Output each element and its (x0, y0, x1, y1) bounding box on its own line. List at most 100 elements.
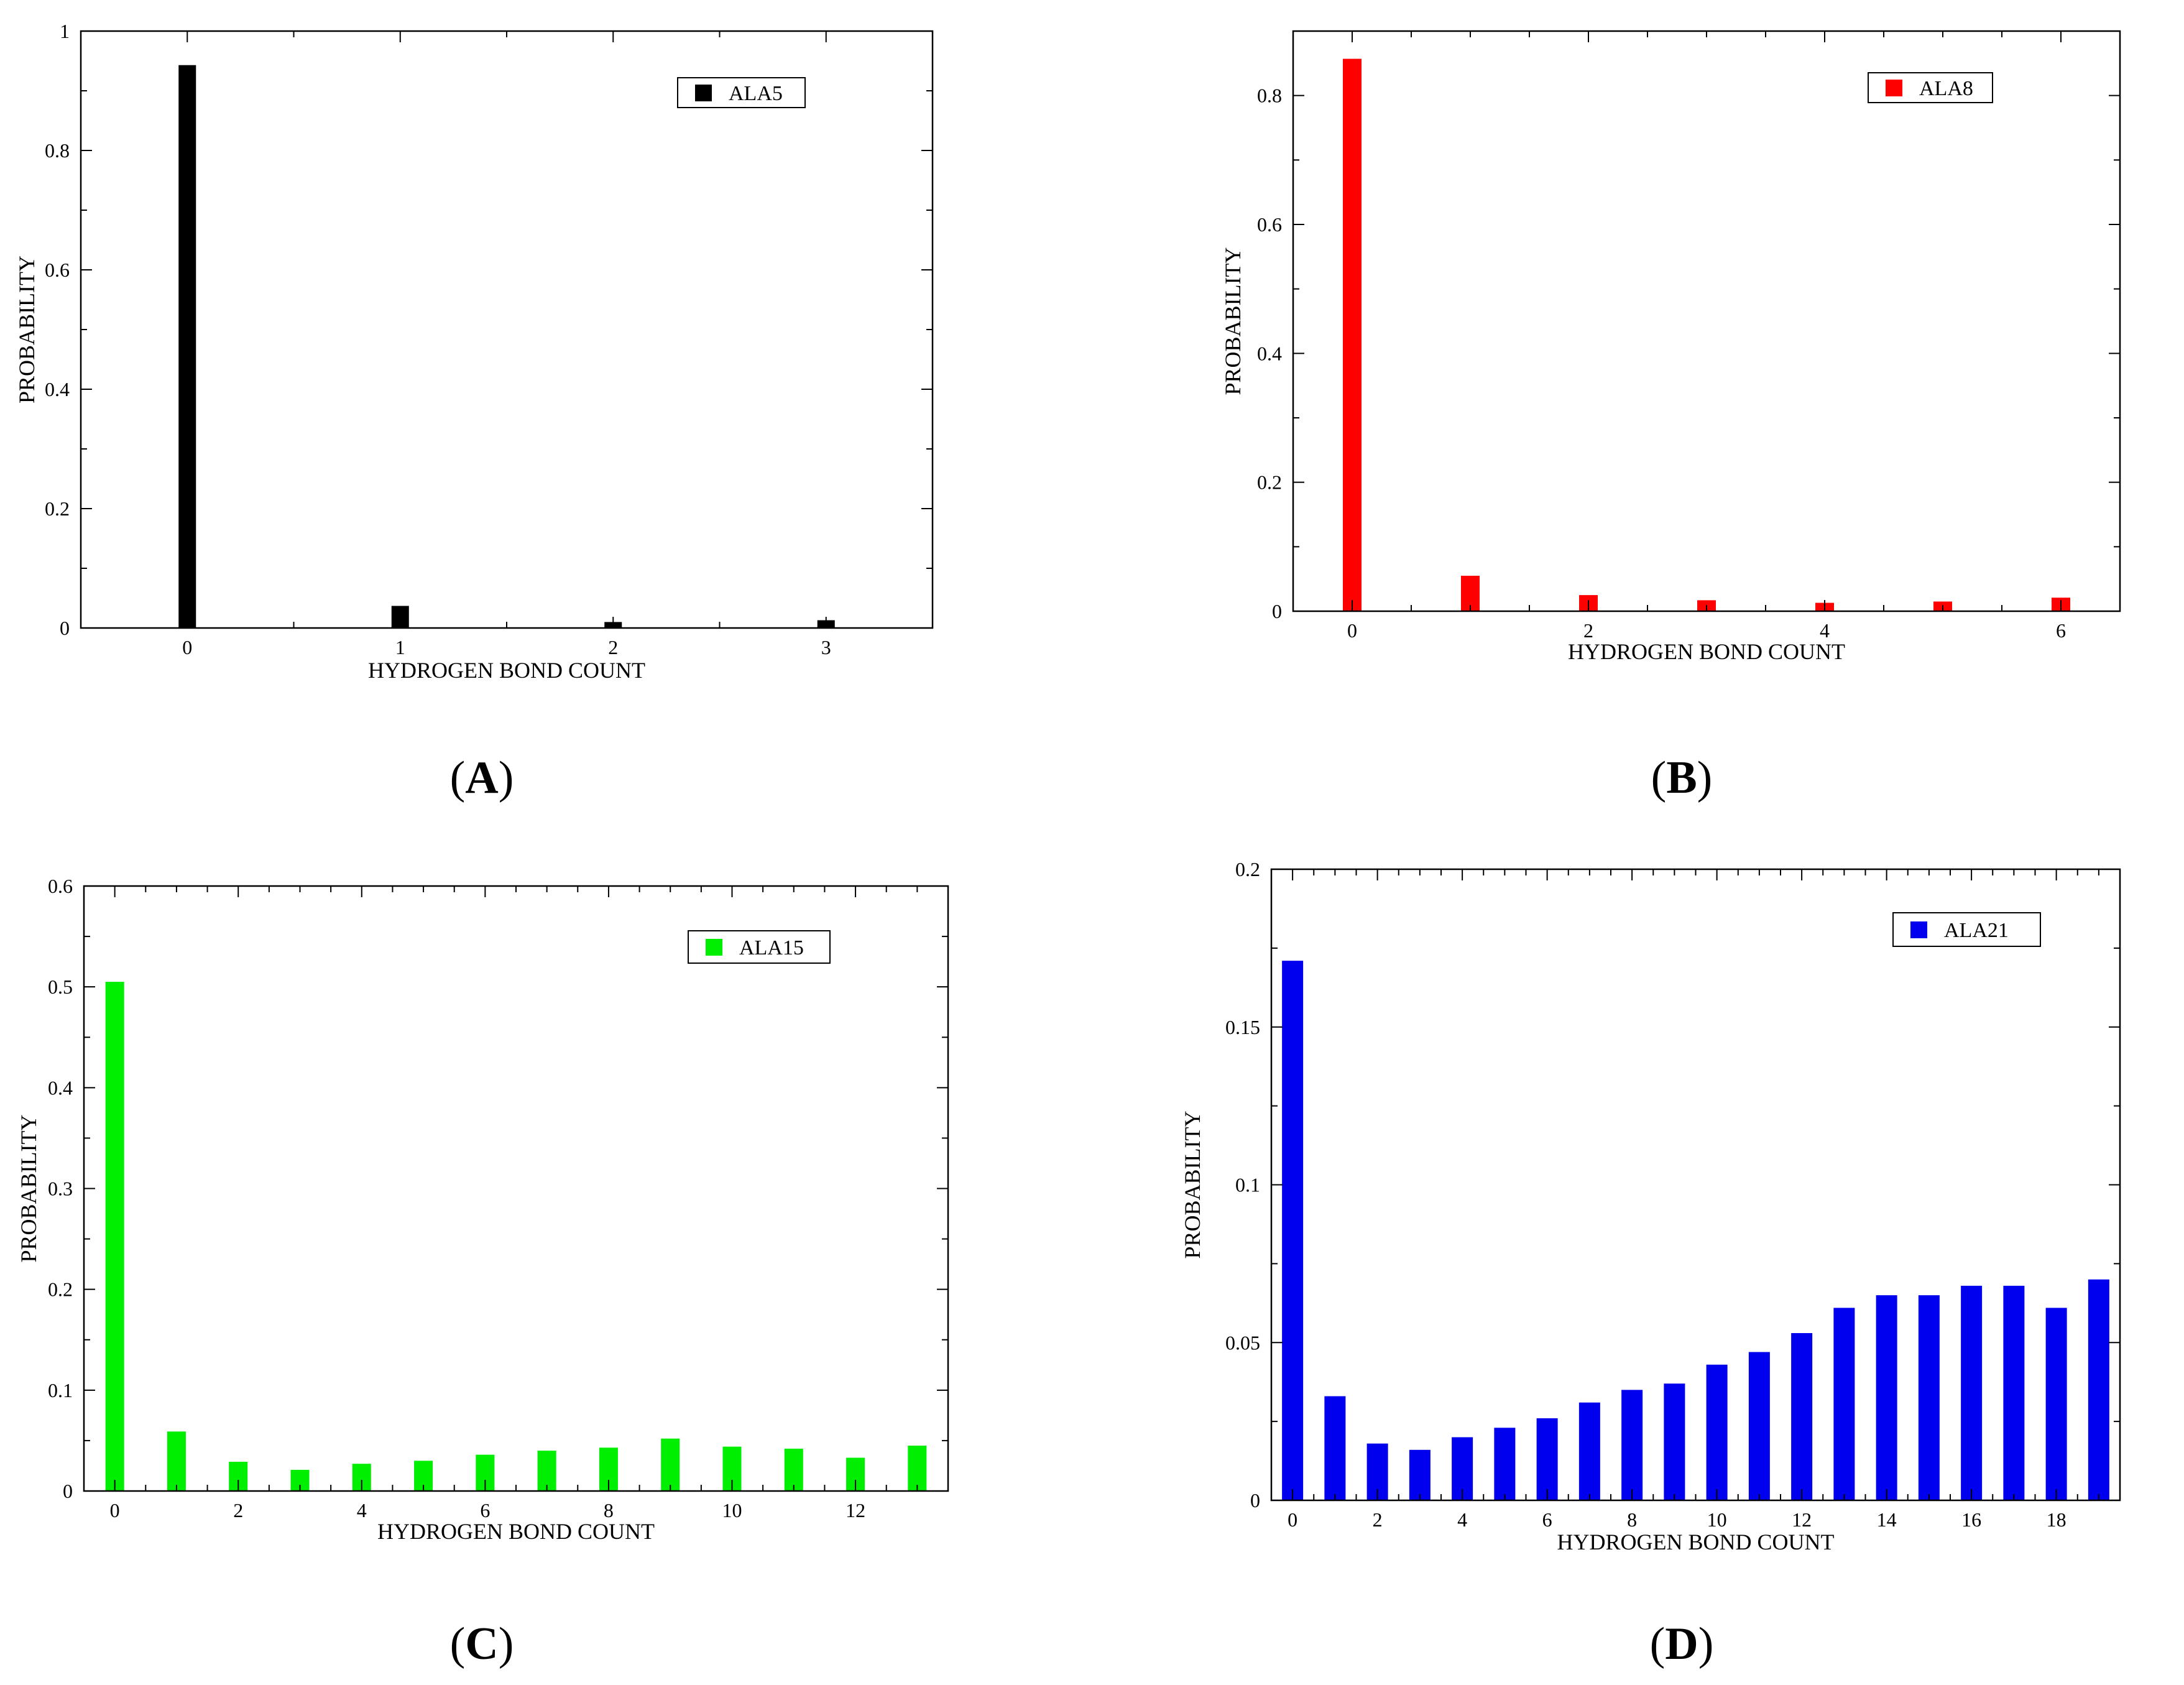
caption-letter: B (1666, 752, 1697, 803)
bar (1706, 1364, 1728, 1500)
x-tick-label: 8 (1627, 1508, 1637, 1531)
y-axis-title: PROBABILITY (16, 1114, 41, 1262)
y-tick-label: 1 (60, 20, 70, 42)
y-tick-label: 0.2 (1257, 471, 1282, 494)
y-tick-label: 0.4 (48, 1076, 73, 1099)
panel-caption: (D) (1650, 1618, 1714, 1669)
caption-paren-open: ( (450, 752, 466, 803)
x-tick-label: 3 (821, 636, 831, 658)
legend-swatch (706, 939, 722, 956)
x-tick-label: 2 (608, 636, 618, 658)
y-tick-label: 0.8 (45, 139, 70, 162)
legend-label: ALA15 (739, 936, 804, 959)
caption-letter: A (465, 752, 498, 803)
caption-paren-close: ) (499, 1618, 514, 1669)
bar (105, 982, 124, 1491)
bar (1791, 1333, 1813, 1500)
y-tick-label: 0.4 (45, 378, 70, 400)
legend: ALA21 (1892, 912, 2041, 947)
y-tick-label: 0.1 (48, 1379, 73, 1401)
y-tick-label: 0.6 (45, 259, 70, 281)
bar (1961, 1285, 1983, 1500)
bar (1536, 1418, 1558, 1500)
panel-c: 0 0.1 0.2 0.3 0.4 0.5 0.6 0 2 4 6 8 10 12 HYDROGEN BON… (16, 875, 949, 1669)
x-axis-title: HYDROGEN BOND COUNT (368, 658, 645, 683)
bar (537, 1451, 556, 1491)
x-tick-label: 8 (604, 1499, 614, 1521)
y-tick-label: 0 (1272, 600, 1282, 622)
caption-paren-close: ) (1698, 1618, 1714, 1669)
x-axis-title: HYDROGEN BOND COUNT (1568, 639, 1845, 664)
y-tick-label: 0.4 (1257, 342, 1282, 364)
bar (908, 1446, 927, 1491)
x-tick-label: 4 (1457, 1508, 1467, 1531)
caption-paren-open: ( (1650, 1618, 1666, 1669)
x-tick-label: 18 (2047, 1508, 2067, 1531)
legend-box (677, 77, 806, 108)
y-tick-label: 0.6 (1257, 213, 1282, 236)
y-axis-title: PROBABILITY (1220, 247, 1245, 395)
x-tick-label: 0 (1347, 619, 1357, 642)
y-tick-label: 0.8 (1257, 85, 1282, 107)
x-tick-label: 0 (1288, 1508, 1297, 1531)
y-tick-label: 0 (60, 617, 70, 639)
y-tick-label: 0.1 (1235, 1174, 1260, 1196)
bar (1621, 1390, 1643, 1500)
bar (1409, 1449, 1431, 1500)
caption-paren-open: ( (450, 1618, 466, 1669)
bar (1748, 1352, 1770, 1500)
y-axis-title: PROBABILITY (14, 256, 39, 404)
x-tick-label: 12 (845, 1499, 865, 1521)
bar (2003, 1285, 2025, 1500)
panel-caption: (A) (450, 752, 514, 803)
y-tick-label: 0.15 (1225, 1016, 1260, 1038)
x-tick-label: 10 (722, 1499, 742, 1521)
y-tick-label: 0.2 (45, 497, 70, 520)
x-tick-label: 0 (182, 636, 192, 658)
bar (178, 65, 196, 629)
y-tick-label: 0 (1250, 1489, 1260, 1512)
x-axis-title: HYDROGEN BOND COUNT (1557, 1530, 1835, 1554)
y-tick-label: 0 (63, 1480, 73, 1502)
plot-frame (1292, 30, 2121, 612)
x-tick-label: 2 (1373, 1508, 1383, 1531)
x-tick-label: 2 (1583, 619, 1593, 642)
legend: ALA5 (677, 77, 806, 108)
legend-label: ALA8 (1919, 77, 1973, 100)
x-tick-label: 6 (480, 1499, 490, 1521)
y-axis-title: PROBABILITY (1180, 1110, 1205, 1258)
bar (2045, 1308, 2067, 1500)
legend-label: ALA5 (729, 82, 783, 105)
x-tick-label: 6 (1542, 1508, 1552, 1531)
y-tick-label: 0.05 (1225, 1331, 1260, 1354)
bar (1876, 1295, 1897, 1500)
panel-caption: (B) (1651, 752, 1713, 803)
legend-swatch (695, 85, 712, 101)
panel-a: 0 0.2 0.4 0.6 0.8 1 0 1 2 3 HYDROGEN BOND COUNT PRO… (14, 20, 934, 803)
bar (1343, 58, 1362, 612)
legend: ALA8 (1868, 72, 1993, 103)
plot-frame (83, 885, 949, 1492)
x-tick-label: 1 (395, 636, 405, 658)
bar (1833, 1308, 1855, 1500)
bar (1282, 961, 1304, 1500)
x-tick-label: 0 (110, 1499, 120, 1521)
bar (1918, 1295, 1940, 1500)
bar (1664, 1383, 1685, 1500)
bar (2088, 1279, 2109, 1500)
caption-paren-close: ) (1697, 752, 1713, 803)
bar (1324, 1396, 1346, 1500)
x-tick-label: 14 (1877, 1508, 1897, 1531)
bar (661, 1438, 680, 1491)
legend-swatch (1910, 921, 1927, 938)
panel-d: 0 0.05 0.1 0.15 0.2 0 2 4 6 8 10 12 14 16 18 HYDROGEN B… (1180, 858, 2121, 1669)
x-tick-label: 10 (1707, 1508, 1727, 1531)
x-tick-label: 4 (357, 1499, 367, 1521)
y-tick-label: 0.6 (48, 875, 73, 897)
x-axis-title: HYDROGEN BOND COUNT (377, 1519, 655, 1544)
plot-frame (80, 30, 934, 629)
bar (1494, 1428, 1516, 1500)
bar (784, 1448, 803, 1491)
bar (1578, 1402, 1600, 1500)
